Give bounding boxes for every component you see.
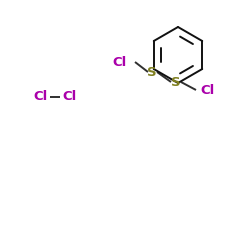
Text: Cl: Cl xyxy=(34,90,48,104)
Text: Cl: Cl xyxy=(200,84,214,96)
Text: S: S xyxy=(171,76,181,88)
Text: Cl: Cl xyxy=(113,56,127,68)
Text: Cl: Cl xyxy=(62,90,76,104)
Text: S: S xyxy=(147,66,157,78)
